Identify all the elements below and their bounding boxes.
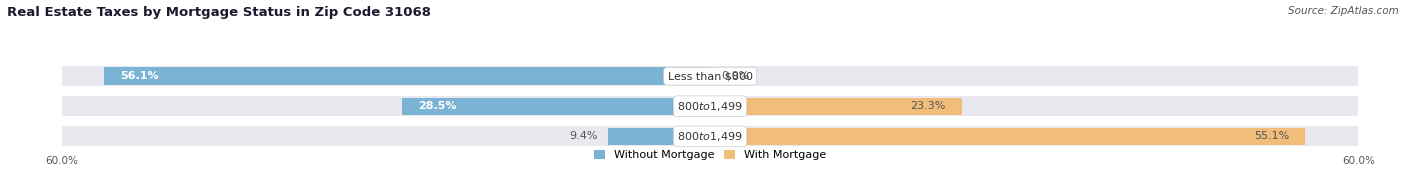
Bar bbox=[104, 67, 710, 85]
Text: $800 to $1,499: $800 to $1,499 bbox=[678, 130, 742, 143]
Legend: Without Mortgage, With Mortgage: Without Mortgage, With Mortgage bbox=[595, 150, 825, 161]
Bar bbox=[710, 128, 1305, 145]
Text: 23.3%: 23.3% bbox=[910, 101, 946, 111]
Text: 55.1%: 55.1% bbox=[1254, 131, 1289, 141]
Bar bbox=[62, 126, 1358, 146]
Bar bbox=[62, 96, 1358, 116]
Text: Real Estate Taxes by Mortgage Status in Zip Code 31068: Real Estate Taxes by Mortgage Status in … bbox=[7, 6, 432, 19]
Bar bbox=[609, 128, 710, 145]
Text: 9.4%: 9.4% bbox=[569, 131, 598, 141]
Text: 28.5%: 28.5% bbox=[418, 101, 457, 111]
Text: Less than $800: Less than $800 bbox=[668, 71, 752, 81]
Bar bbox=[710, 98, 962, 115]
Text: Source: ZipAtlas.com: Source: ZipAtlas.com bbox=[1288, 6, 1399, 16]
Bar bbox=[402, 98, 710, 115]
Bar bbox=[62, 66, 1358, 86]
Text: $800 to $1,499: $800 to $1,499 bbox=[678, 100, 742, 113]
Text: 0.0%: 0.0% bbox=[721, 71, 749, 81]
Text: 56.1%: 56.1% bbox=[120, 71, 159, 81]
